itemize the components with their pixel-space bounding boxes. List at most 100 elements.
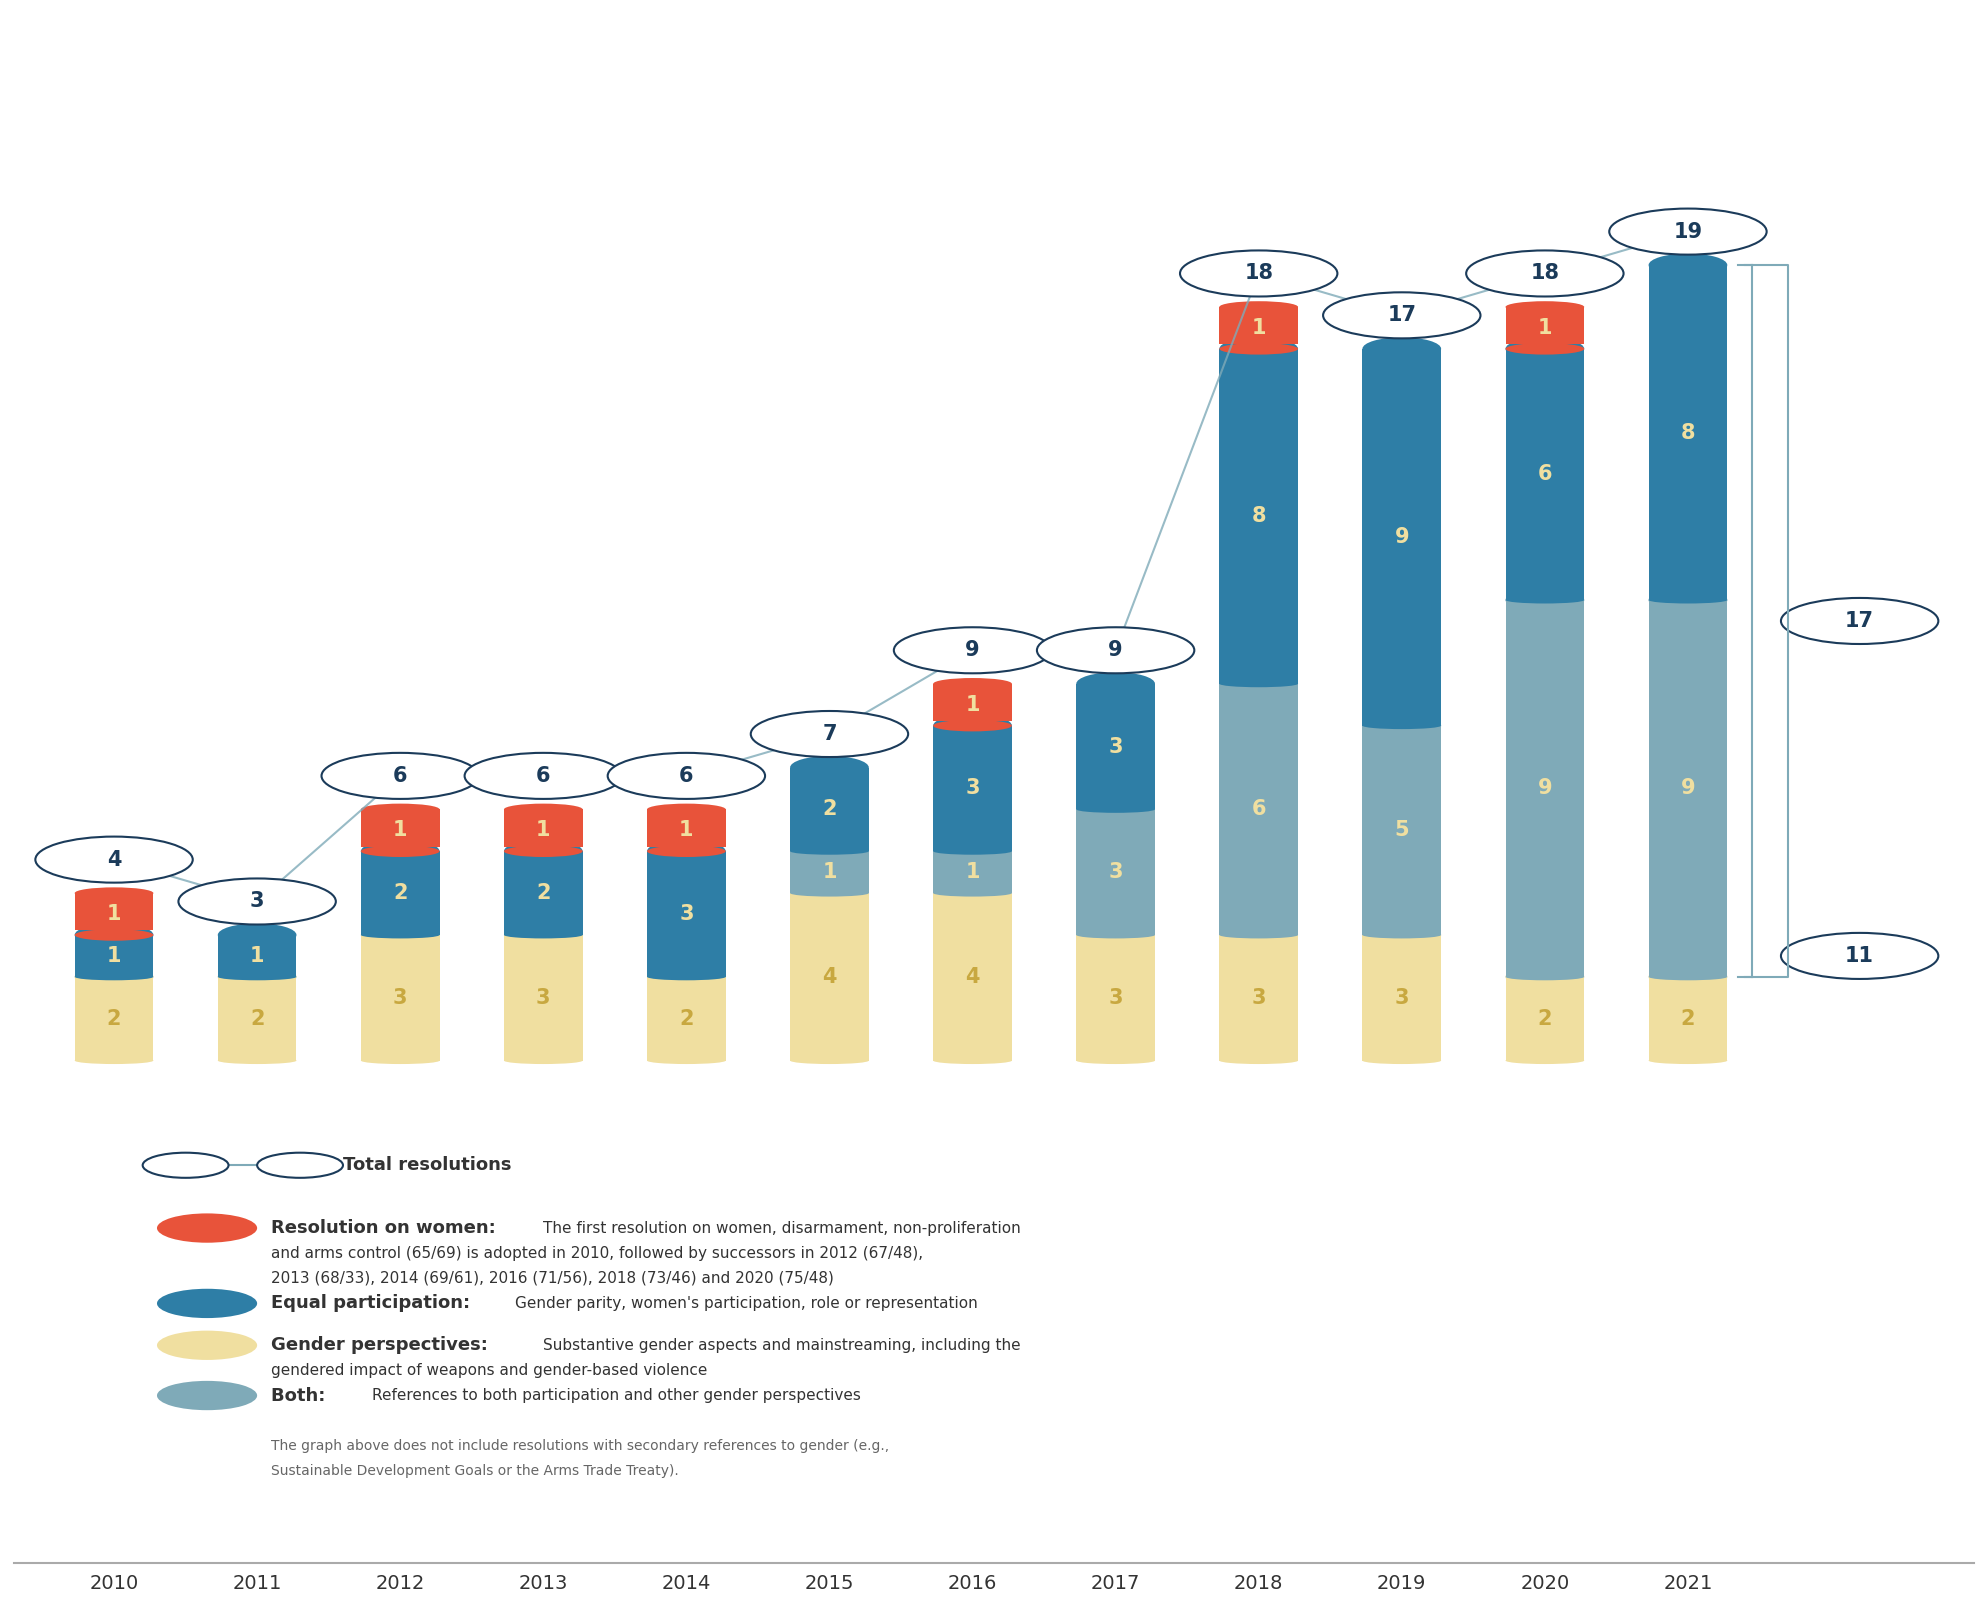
Text: 19: 19	[1674, 222, 1702, 241]
Ellipse shape	[1219, 301, 1298, 313]
Circle shape	[1781, 934, 1938, 979]
Ellipse shape	[1505, 966, 1584, 988]
Text: Resolution on women:: Resolution on women:	[272, 1220, 509, 1237]
Ellipse shape	[1648, 966, 1728, 988]
Circle shape	[1324, 292, 1481, 339]
Ellipse shape	[219, 974, 296, 980]
Ellipse shape	[362, 932, 439, 938]
Text: 1: 1	[1537, 318, 1553, 337]
Ellipse shape	[219, 1057, 296, 1064]
Text: 18: 18	[1244, 264, 1272, 283]
Text: 2: 2	[107, 1009, 121, 1028]
Text: 2: 2	[537, 884, 551, 903]
Text: 3: 3	[1394, 988, 1409, 1008]
Text: 3: 3	[250, 892, 264, 911]
Bar	[1505, 599, 1584, 977]
Bar	[1362, 349, 1441, 726]
Circle shape	[179, 879, 336, 924]
Text: References to both participation and other gender perspectives: References to both participation and oth…	[372, 1388, 861, 1403]
Text: 4: 4	[966, 967, 980, 987]
Text: 3: 3	[1109, 863, 1123, 882]
Circle shape	[157, 1331, 256, 1360]
Bar	[362, 810, 439, 847]
Ellipse shape	[1505, 337, 1584, 360]
Ellipse shape	[1648, 1057, 1728, 1064]
Text: 1: 1	[107, 947, 121, 966]
Bar	[1219, 935, 1298, 1061]
Ellipse shape	[932, 890, 1012, 897]
Text: 9: 9	[1394, 527, 1409, 548]
Ellipse shape	[789, 840, 869, 863]
Ellipse shape	[932, 848, 1012, 855]
Bar	[789, 893, 869, 1061]
Text: gendered impact of weapons and gender-based violence: gendered impact of weapons and gender-ba…	[272, 1363, 708, 1377]
Text: 9: 9	[966, 640, 980, 660]
Ellipse shape	[503, 1057, 582, 1064]
Ellipse shape	[1076, 924, 1155, 947]
Text: 6: 6	[1537, 464, 1553, 484]
Text: 2: 2	[250, 1009, 264, 1028]
Text: 3: 3	[966, 778, 980, 799]
Text: 7: 7	[823, 725, 837, 744]
Text: 6: 6	[537, 767, 551, 786]
Text: 2: 2	[823, 799, 837, 820]
Text: 1: 1	[966, 694, 980, 715]
Bar	[1076, 810, 1155, 935]
Ellipse shape	[1362, 932, 1441, 938]
Ellipse shape	[932, 882, 1012, 905]
Text: Gender parity, women's participation, role or representation: Gender parity, women's participation, ro…	[515, 1295, 978, 1311]
Bar	[932, 852, 1012, 893]
Text: The first resolution on women, disarmament, non-proliferation: The first resolution on women, disarmame…	[543, 1221, 1022, 1236]
Bar	[1076, 935, 1155, 1061]
Text: 4: 4	[107, 850, 121, 869]
Ellipse shape	[1219, 680, 1298, 688]
Bar	[1505, 349, 1584, 599]
Bar	[789, 768, 869, 852]
Ellipse shape	[1505, 596, 1584, 604]
Ellipse shape	[76, 924, 153, 947]
Ellipse shape	[219, 966, 296, 988]
Text: and arms control (65/69) is adopted in 2010, followed by successors in 2012 (67/: and arms control (65/69) is adopted in 2…	[272, 1245, 924, 1260]
Ellipse shape	[1505, 974, 1584, 980]
Text: 1: 1	[823, 863, 837, 882]
Circle shape	[1181, 251, 1338, 297]
Text: Sustainable Development Goals or the Arms Trade Treaty).: Sustainable Development Goals or the Arm…	[272, 1464, 680, 1478]
Ellipse shape	[1505, 1057, 1584, 1064]
Ellipse shape	[1362, 337, 1441, 360]
Circle shape	[36, 837, 193, 882]
Bar	[219, 977, 296, 1061]
Bar	[219, 935, 296, 977]
Circle shape	[895, 627, 1052, 673]
Bar	[1648, 265, 1728, 599]
Text: 1: 1	[537, 820, 551, 840]
Ellipse shape	[1505, 588, 1584, 612]
Text: The graph above does not include resolutions with secondary references to gender: The graph above does not include resolut…	[272, 1438, 889, 1453]
Text: Both:: Both:	[272, 1387, 338, 1405]
Circle shape	[1608, 209, 1767, 254]
Text: 3: 3	[1252, 988, 1266, 1008]
Ellipse shape	[789, 1057, 869, 1064]
Bar	[1219, 683, 1298, 935]
Ellipse shape	[932, 840, 1012, 863]
Bar	[1505, 977, 1584, 1061]
Text: 1: 1	[250, 947, 264, 966]
Ellipse shape	[503, 924, 582, 947]
Ellipse shape	[789, 890, 869, 897]
Ellipse shape	[503, 804, 582, 815]
Ellipse shape	[503, 932, 582, 938]
Text: 17: 17	[1388, 305, 1415, 325]
Ellipse shape	[76, 974, 153, 980]
Bar	[1648, 599, 1728, 977]
Ellipse shape	[76, 966, 153, 988]
Bar	[932, 683, 1012, 722]
Ellipse shape	[932, 714, 1012, 738]
Text: 6: 6	[680, 767, 694, 786]
Ellipse shape	[1219, 932, 1298, 938]
Text: 1: 1	[680, 820, 694, 840]
Text: Substantive gender aspects and mainstreaming, including the: Substantive gender aspects and mainstrea…	[543, 1337, 1022, 1353]
Text: 3: 3	[680, 905, 694, 924]
Text: 5: 5	[1394, 820, 1409, 840]
Ellipse shape	[362, 804, 439, 815]
Ellipse shape	[1648, 588, 1728, 612]
Bar	[503, 852, 582, 935]
